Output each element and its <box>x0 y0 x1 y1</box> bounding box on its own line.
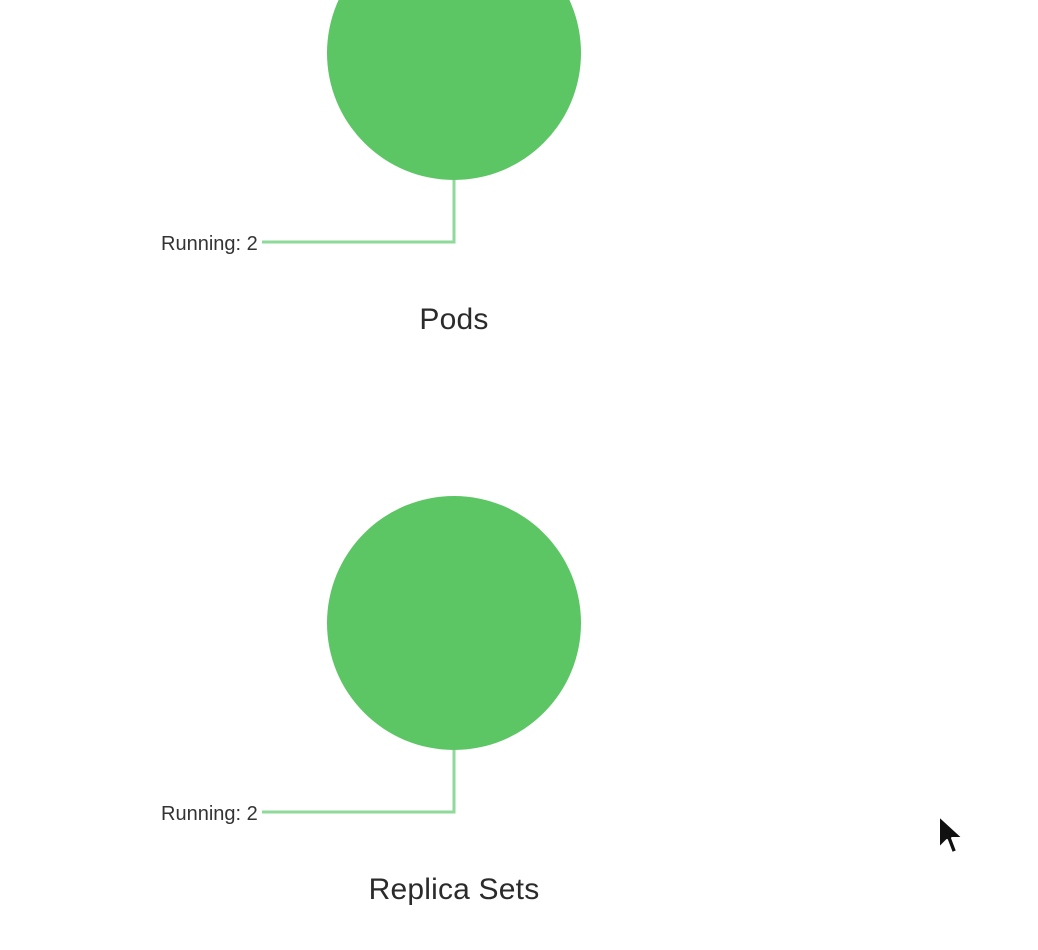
pods-chart: Running: 2 <box>161 0 581 255</box>
replica-sets-leader-line <box>262 750 456 814</box>
replica-sets-slice-running[interactable] <box>327 496 581 750</box>
pods-leader-line <box>262 180 456 244</box>
replica-sets-label-running: Running: 2 <box>161 803 258 825</box>
pods-slice-running[interactable] <box>327 0 581 180</box>
pods-card: Running: 2 Pods <box>0 0 1038 360</box>
mouse-pointer-icon <box>938 815 964 854</box>
replica-sets-chart: Running: 2 <box>161 496 581 825</box>
replica-sets-title: Replica Sets <box>368 873 540 906</box>
replica-sets-card: Running: 2 Replica Sets <box>0 490 1038 930</box>
pods-title: Pods <box>419 303 489 336</box>
pods-label-running: Running: 2 <box>161 233 258 255</box>
